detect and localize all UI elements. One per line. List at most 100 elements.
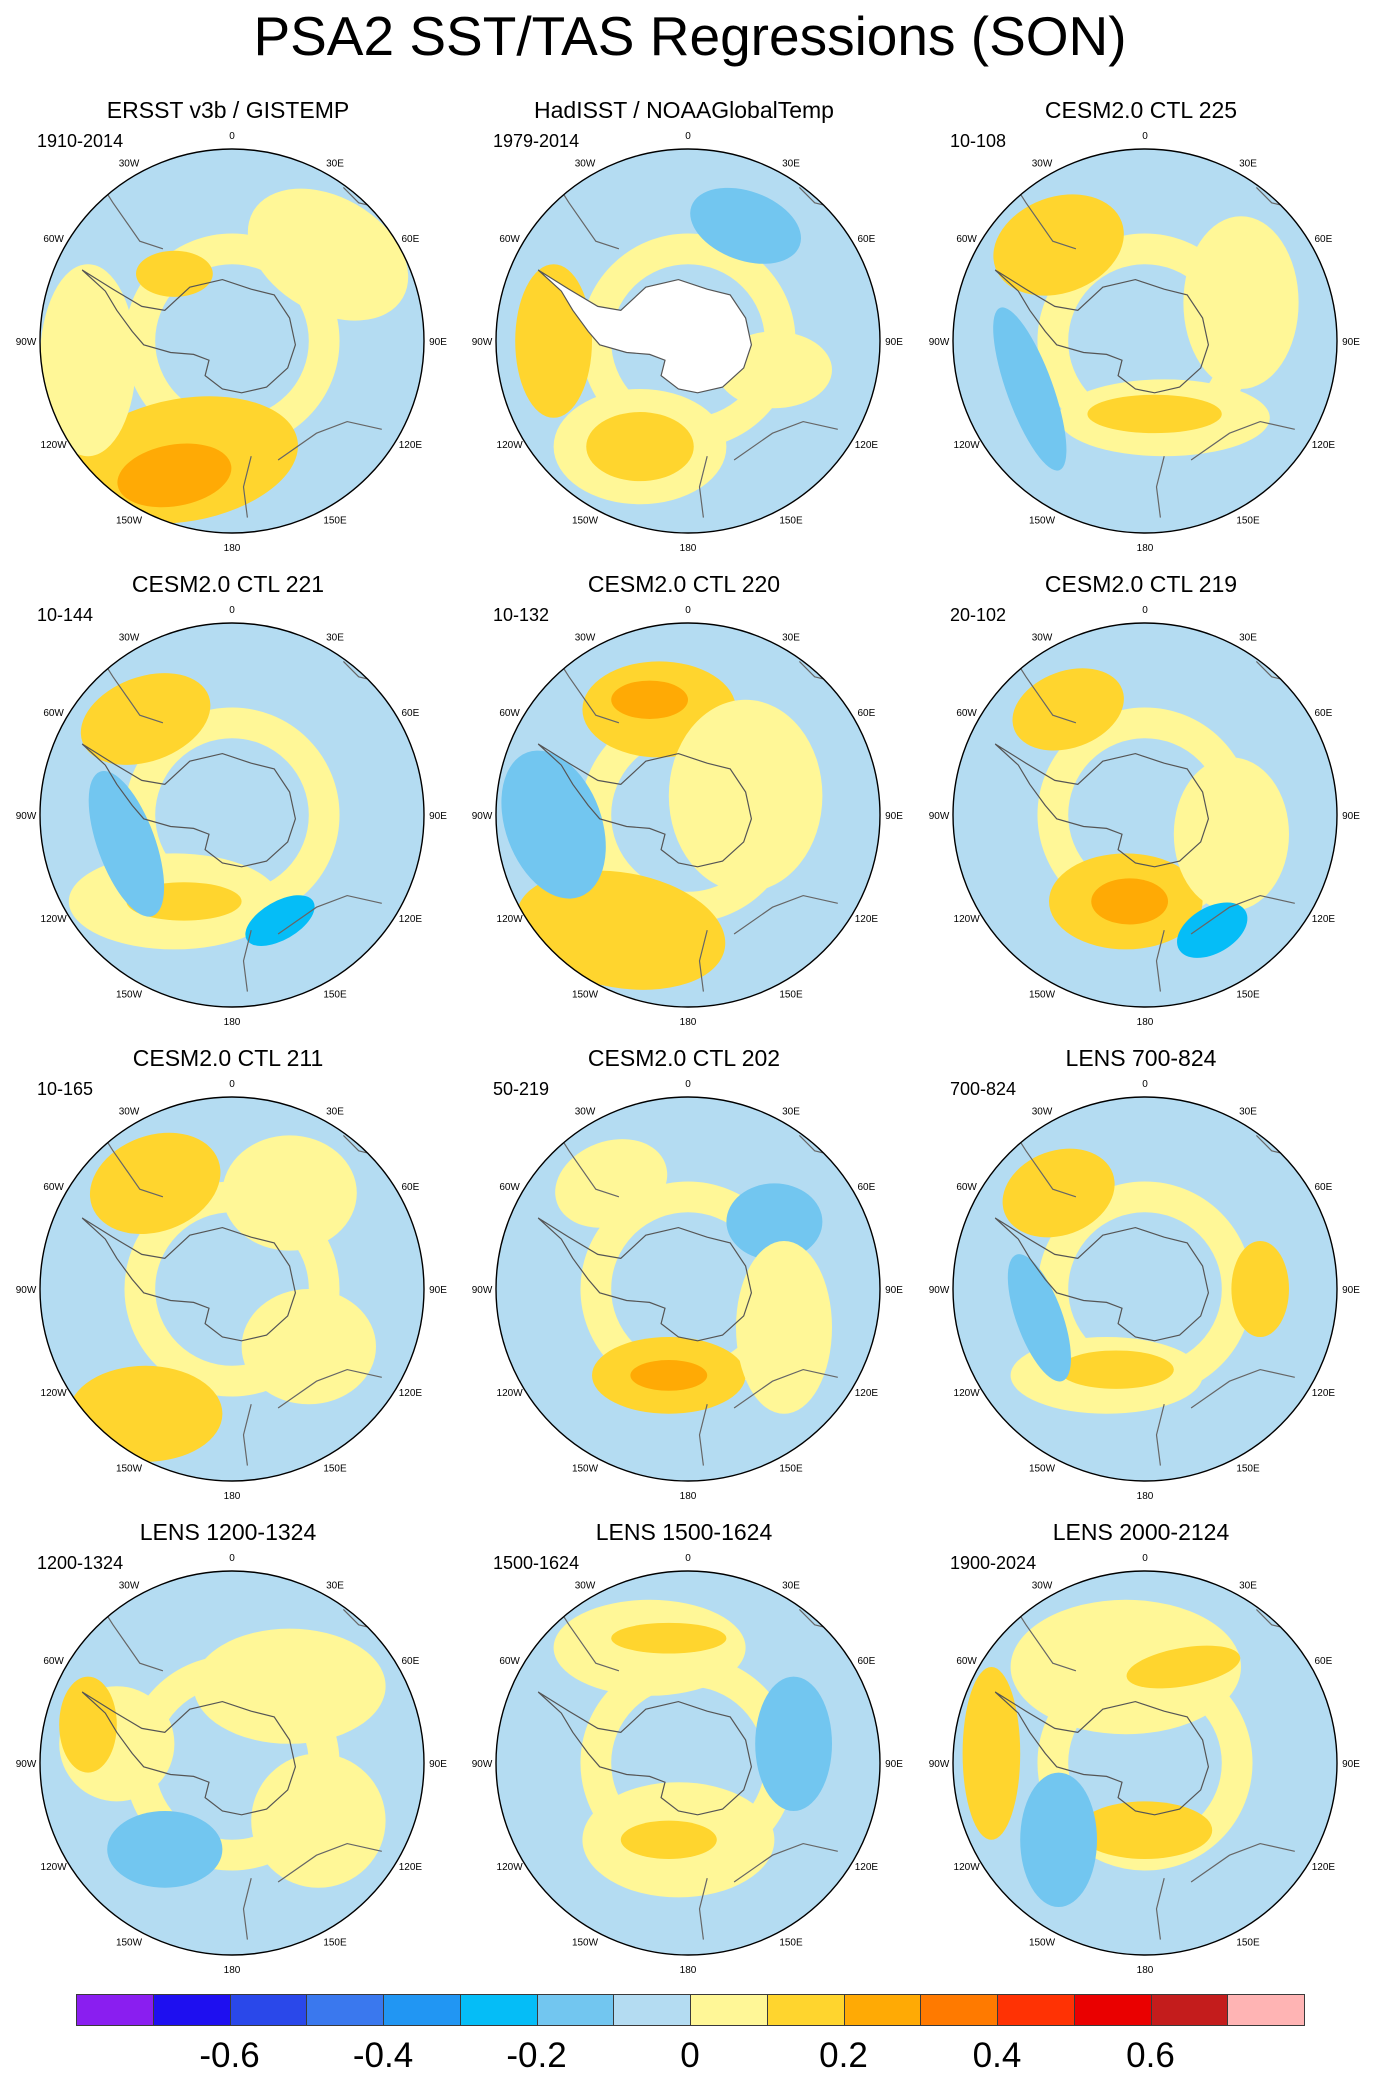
polar-map: 0 30E 60E 90E 120E 150E 180 150W 120W 90W 60W 30W: [16, 605, 448, 1028]
longitude-label: 90W: [929, 1285, 950, 1296]
colorbar: -0.6 -0.4 -0.2 0 0.2 0.4 0.6: [76, 1994, 1305, 2080]
continent-coastline: [1155, 1878, 1165, 1940]
longitude-label: 60E: [858, 1656, 876, 1667]
anomaly-contour: [1183, 216, 1299, 389]
longitude-label: 120E: [855, 914, 879, 925]
map-boundary: [39, 148, 425, 534]
longitude-label: 90E: [1342, 337, 1360, 348]
continent-coastline: [698, 456, 708, 518]
continent-coastline: [698, 930, 708, 992]
longitude-label: 60W: [43, 1182, 64, 1193]
anomaly-contour: [1020, 1772, 1097, 1907]
longitude-label: 120W: [41, 914, 68, 925]
panel-period: 10-132: [493, 605, 550, 625]
longitude-label: 60E: [858, 708, 876, 719]
longitude-label: 150W: [1029, 1463, 1056, 1474]
panel-title: CESM2.0 CTL 221: [131, 571, 325, 597]
longitude-label: 120E: [855, 1862, 879, 1873]
anomaly-contour: [1002, 1148, 1115, 1238]
continent-coastline: [733, 1368, 838, 1409]
anomaly-contour: [611, 680, 688, 719]
continent-coastline: [1190, 1842, 1295, 1883]
anomaly-contour: [586, 412, 694, 482]
anomaly-contour: [107, 1811, 223, 1888]
continent-coastline: [1190, 894, 1295, 935]
antarctica-coastline: [81, 743, 297, 868]
map-panel: CESM2.0 CTL 211 10-165 0 30E 60E 90E 120E 150E 1…: [0, 1044, 456, 1514]
longitude-label: 90E: [429, 1285, 447, 1296]
map-boundary: [495, 1096, 881, 1482]
anomaly-contour: [117, 443, 232, 508]
anomaly-contour: [736, 1241, 832, 1414]
longitude-label: 60E: [402, 1182, 420, 1193]
map-boundary: [952, 1096, 1338, 1482]
longitude-label: 60W: [499, 1656, 520, 1667]
anomaly-contour: [80, 673, 211, 765]
longitude-label: 120E: [399, 440, 423, 451]
longitude-label: 120E: [1312, 914, 1336, 925]
longitude-label: 90W: [16, 1759, 37, 1770]
colorbar-swatch: [76, 1994, 154, 2026]
continent-coastline: [242, 1878, 252, 1940]
longitude-label: 60W: [956, 1182, 977, 1193]
longitude-label: 120E: [1312, 1388, 1336, 1399]
longitude-label: 30E: [1239, 633, 1257, 644]
map-boundary: [39, 622, 425, 1008]
colorbar-swatch: [1150, 1994, 1229, 2026]
longitude-label: 90W: [472, 1285, 493, 1296]
continent-coastline: [242, 1404, 252, 1466]
anomaly-contour: [193, 1628, 386, 1744]
panel-period: 1979-2014: [493, 131, 580, 151]
longitude-label: 150W: [116, 1463, 143, 1474]
colorbar-swatch: [997, 1994, 1075, 2026]
longitude-label: 120E: [1312, 1862, 1336, 1873]
longitude-label: 120W: [497, 1862, 524, 1873]
polar-map: 0 30E 60E 90E 120E 150E 180 150W 120W 90W 60W 30W: [472, 131, 904, 554]
continent-coastline: [277, 1842, 382, 1883]
longitude-label: 150E: [1236, 515, 1260, 526]
longitude-label: 30W: [1032, 1581, 1053, 1592]
longitude-label: 30W: [119, 1581, 140, 1592]
anomaly-contour: [501, 750, 606, 899]
longitude-label: 60E: [1315, 1656, 1333, 1667]
longitude-label: 30E: [782, 159, 800, 170]
continent-coastline: [698, 1404, 708, 1466]
antarctica-coastline: [81, 1217, 297, 1342]
polar-map: 0 30E 60E 90E 120E 150E 180 150W 120W 90W 60W 30W: [472, 605, 904, 1028]
anomaly-contour: [962, 1667, 1021, 1840]
map-panel: CESM2.0 CTL 219 20-102 0 30E 60E 90E 120E 150E 1…: [913, 570, 1369, 1040]
longitude-label: 90E: [429, 1759, 447, 1770]
anomaly-contour: [89, 1132, 221, 1235]
anomaly-contour: [1058, 1350, 1174, 1389]
longitude-label: 120W: [497, 1388, 524, 1399]
antarctica-coastline: [537, 269, 753, 394]
longitude-label: 120E: [399, 914, 423, 925]
anomaly-contour: [247, 188, 409, 321]
longitude-label: 30E: [1239, 159, 1257, 170]
longitude-label: 90E: [885, 1285, 903, 1296]
colorbar-tick-label: -0.2: [506, 2036, 567, 2075]
longitude-label: 0: [1142, 1079, 1148, 1090]
polar-map: 0 30E 60E 90E 120E 150E 180 150W 120W 90W 60W 30W: [472, 1553, 904, 1976]
polar-map: 0 30E 60E 90E 120E 150E 180 150W 120W 90W 60W 30W: [929, 1079, 1361, 1502]
continent-coastline: [733, 420, 838, 461]
map-panel: LENS 1200-1324 1200-1324 0 30E 60E 90E 120E 150…: [0, 1518, 456, 1988]
anomaly-contour: [993, 194, 1124, 296]
longitude-label: 180: [1137, 543, 1154, 554]
panel-title: CESM2.0 CTL 202: [587, 1045, 781, 1071]
longitude-label: 90W: [929, 811, 950, 822]
colorbar-swatch: [152, 1994, 231, 2026]
map-panel: CESM2.0 CTL 225 10-108 0 30E 60E 90E 120E 150E 1…: [913, 96, 1369, 566]
anomaly-contour: [668, 699, 823, 892]
longitude-label: 60E: [1315, 234, 1333, 245]
longitude-label: 150W: [1029, 515, 1056, 526]
longitude-label: 150W: [1029, 989, 1056, 1000]
longitude-label: 30W: [575, 1581, 596, 1592]
longitude-label: 0: [685, 1553, 691, 1564]
longitude-label: 180: [1137, 1017, 1154, 1028]
longitude-label: 60E: [402, 708, 420, 719]
longitude-label: 30E: [782, 1581, 800, 1592]
antarctica-coastline: [994, 1217, 1210, 1342]
anomaly-contour: [68, 1365, 223, 1462]
longitude-label: 90W: [472, 811, 493, 822]
